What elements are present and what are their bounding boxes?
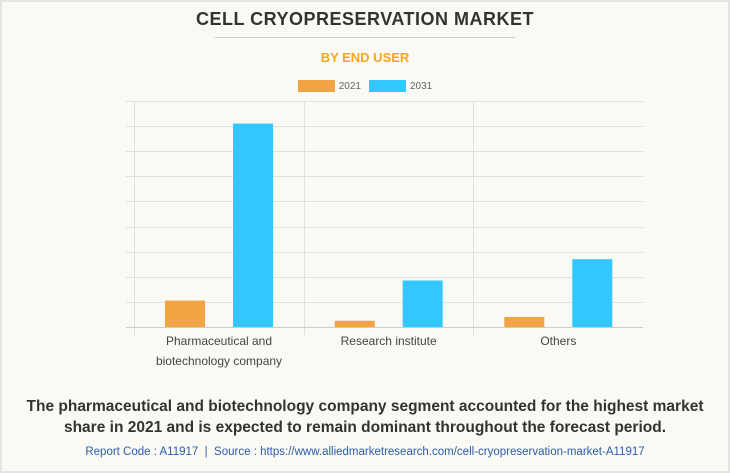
legend-item-2031[interactable]: 2031 — [369, 80, 432, 92]
legend: 2021 2031 — [0, 80, 730, 92]
gridlines — [126, 101, 643, 335]
title-divider — [215, 37, 515, 38]
x-axis-label-line: Research institute — [340, 334, 437, 348]
legend-swatch-2031 — [369, 80, 406, 92]
caption-line-1: The pharmaceutical and biotechnology com… — [26, 398, 704, 415]
x-axis-label: Research institute — [304, 331, 474, 351]
chart-caption: The pharmaceutical and biotechnology com… — [0, 396, 730, 438]
caption-line-2: share in 2021 and is expected to remain … — [63, 419, 667, 436]
bar-2031-2[interactable] — [402, 280, 443, 328]
legend-swatch-2021 — [297, 80, 335, 92]
bar-2031-3[interactable] — [572, 259, 613, 327]
bars — [165, 123, 613, 328]
x-axis-label-line: Pharmaceutical and — [165, 334, 273, 348]
bar-2031-1[interactable] — [233, 123, 273, 327]
x-axis-label-line: Others — [540, 334, 577, 348]
legend-label-2031: 2031 — [410, 80, 433, 92]
x-axis-label-line: biotechnology company — [155, 354, 283, 368]
x-axis-label: Pharmaceutical and biotechnology company — [134, 331, 304, 371]
bar-2021-2[interactable] — [334, 320, 375, 327]
x-axis-label: Others — [473, 331, 643, 351]
legend-label-2021: 2021 — [338, 80, 361, 92]
chart-subtitle: BY END USER — [320, 50, 410, 65]
legend-item-2021[interactable]: 2021 — [297, 80, 361, 92]
source-citation[interactable]: Report Code : A11917 | Source : https://… — [85, 446, 645, 458]
bar-2021-1[interactable] — [165, 300, 205, 327]
bar-2021-3[interactable] — [504, 317, 545, 327]
chart-title: CELL CRYOPRESERVATION MARKET — [195, 9, 535, 29]
